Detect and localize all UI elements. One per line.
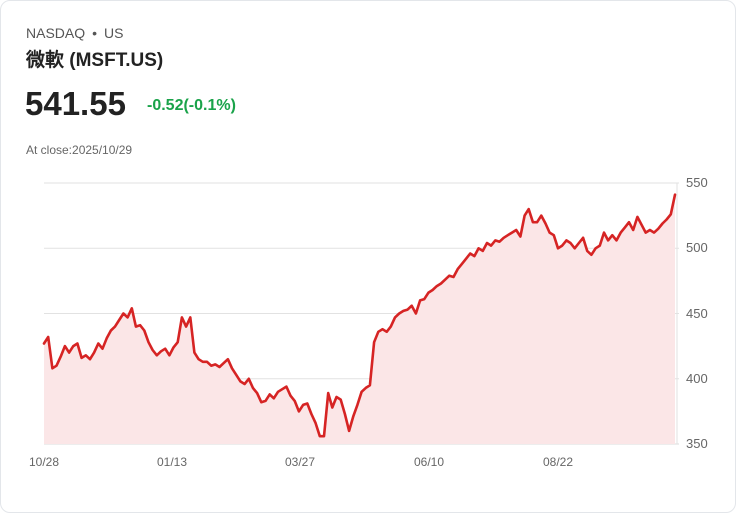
x-tick-label: 08/22 bbox=[542, 455, 574, 469]
y-tick-label: 550 bbox=[686, 175, 708, 190]
market-name: US bbox=[104, 25, 124, 41]
y-tick-label: 500 bbox=[686, 240, 708, 256]
price-area-fill bbox=[44, 194, 675, 444]
x-tick-label: 10/28 bbox=[28, 455, 60, 469]
x-tick-label: 01/13 bbox=[156, 455, 188, 469]
price-line bbox=[42, 193, 677, 438]
close-date: At close:2025/10/29 bbox=[26, 143, 133, 157]
stock-price: 541.55 bbox=[25, 85, 126, 122]
exchange-name: NASDAQ bbox=[26, 25, 86, 41]
x-tick-label: 03/27 bbox=[284, 455, 316, 469]
y-tick-label: 400 bbox=[686, 370, 708, 386]
x-tick-label: 06/10 bbox=[413, 455, 445, 469]
separator-dot: • bbox=[92, 25, 98, 41]
stock-title: 微軟 (MSFT.US) bbox=[26, 50, 164, 71]
price-change: -0.52(-0.1%) bbox=[147, 97, 236, 114]
y-tick-label: 350 bbox=[686, 436, 708, 451]
exchange-line: NASDAQ • US bbox=[26, 25, 123, 41]
y-tick-label: 450 bbox=[686, 305, 708, 321]
